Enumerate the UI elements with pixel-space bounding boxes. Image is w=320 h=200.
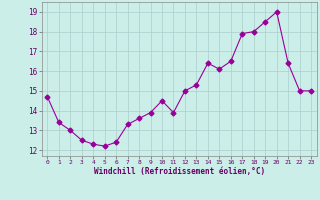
- X-axis label: Windchill (Refroidissement éolien,°C): Windchill (Refroidissement éolien,°C): [94, 167, 265, 176]
